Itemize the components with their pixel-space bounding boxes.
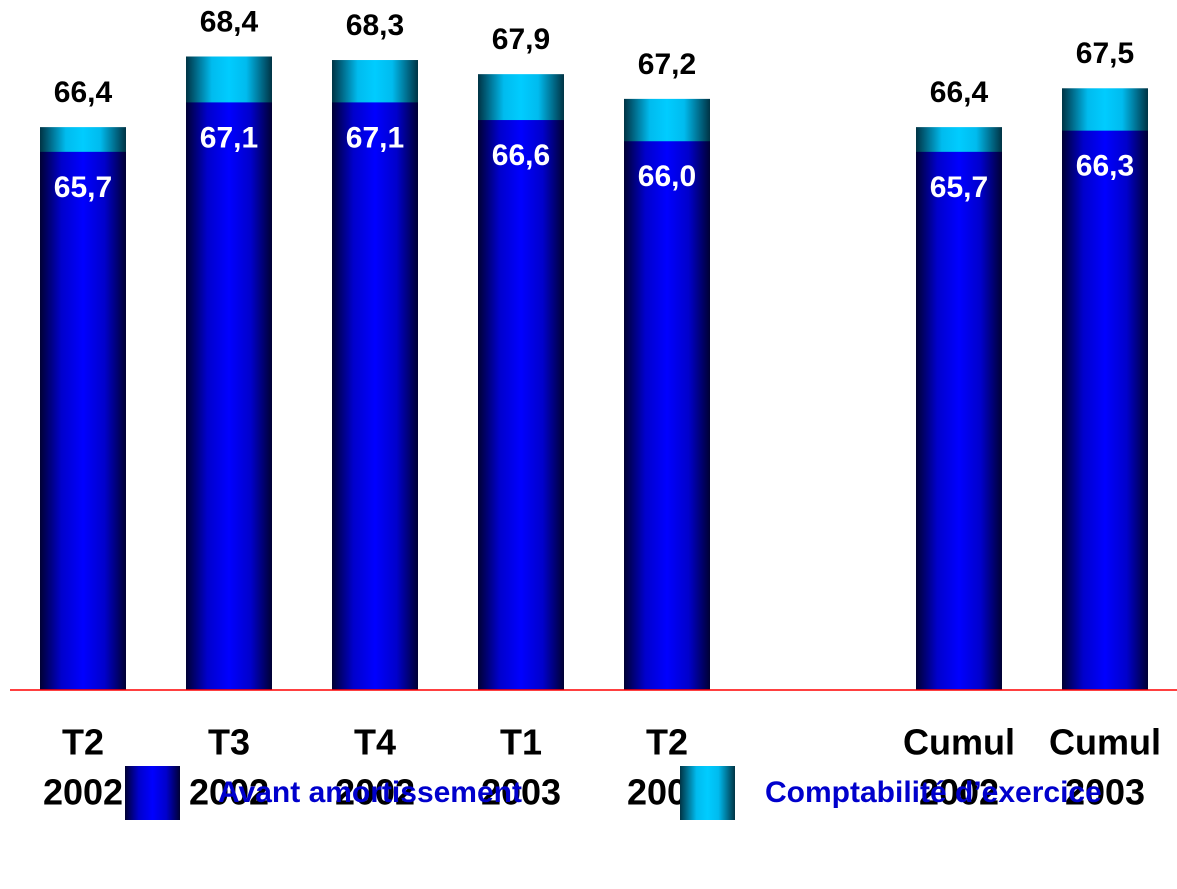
x-tick-label: 2003 <box>481 772 561 813</box>
bar <box>624 141 710 690</box>
value-label: 67,1 <box>346 121 404 154</box>
value-label: 65,7 <box>54 171 112 204</box>
value-label: 67,1 <box>200 121 258 154</box>
value-label: 68,4 <box>200 5 259 38</box>
bar <box>916 151 1002 690</box>
value-label: 67,9 <box>492 23 550 56</box>
x-tick-label: 2002 <box>919 772 999 813</box>
x-tick-label: 2003 <box>1065 772 1145 813</box>
value-label: 66,0 <box>638 160 696 193</box>
x-tick-label: 2002 <box>189 772 269 813</box>
bar <box>186 102 272 690</box>
value-label: 65,7 <box>930 171 988 204</box>
x-tick-label: T3 <box>208 722 250 763</box>
x-tick-label: T1 <box>500 722 542 763</box>
x-tick-label: T2 <box>646 722 688 763</box>
legend-label: Comptabilité d’exercice <box>765 776 1102 809</box>
value-label: 67,2 <box>638 48 696 81</box>
bar <box>40 151 126 690</box>
x-tick-label: T4 <box>354 722 396 763</box>
legend-label: Avant amortissement <box>218 776 522 809</box>
bar <box>1062 130 1148 691</box>
value-label: 67,5 <box>1076 37 1134 70</box>
bar <box>478 120 564 691</box>
value-label: 66,3 <box>1076 150 1134 183</box>
x-tick-label: 2002 <box>335 772 415 813</box>
x-tick-label: T2 <box>62 722 104 763</box>
x-tick-label: Cumul <box>903 722 1015 763</box>
value-label: 66,4 <box>54 76 113 109</box>
value-label: 66,4 <box>930 76 989 109</box>
x-tick-label: Cumul <box>1049 722 1161 763</box>
value-label: 66,6 <box>492 139 550 172</box>
value-label: 68,3 <box>346 9 404 42</box>
legend-swatch <box>125 766 180 820</box>
x-tick-label: 2002 <box>43 772 123 813</box>
bar <box>332 102 418 690</box>
legend-swatch <box>680 766 735 820</box>
